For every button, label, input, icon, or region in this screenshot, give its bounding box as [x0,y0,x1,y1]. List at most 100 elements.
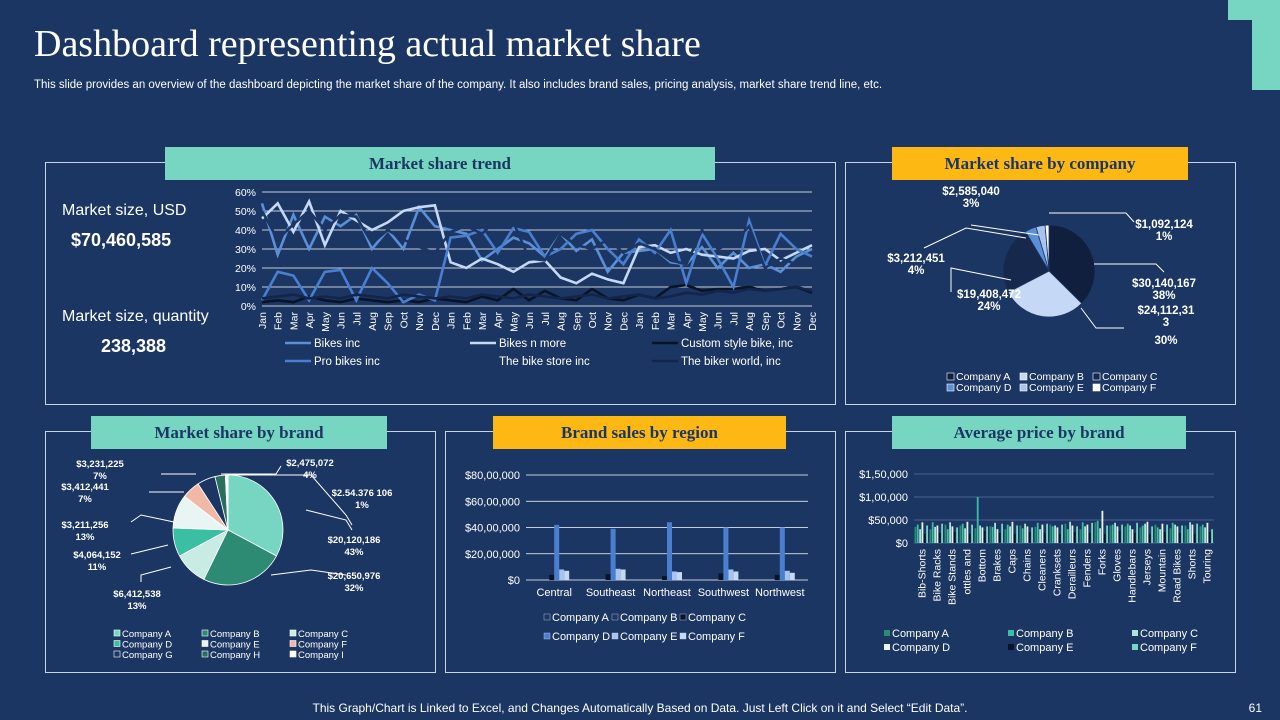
legend-label: Company B [1029,371,1084,383]
x-tick-label: Aug [744,312,756,331]
brand-sales-by-region-title: Brand sales by region [493,416,786,449]
x-tick-label: Oct [587,312,599,328]
bar [1131,529,1134,543]
bar [733,571,739,580]
data-label: 43% [344,547,364,558]
legend-swatch [289,640,297,647]
bar [951,526,954,543]
legend-label: Company E [1029,382,1084,394]
x-tick-label: Mar [666,312,678,331]
bar [1148,533,1151,543]
bar [620,569,626,580]
x-tick-label: Nov [603,311,615,330]
legend-swatch [113,629,121,637]
y-tick-label: $80,00,000 [465,470,520,482]
legend-swatch [289,629,297,637]
data-label: $2.54.376 106 [332,488,393,499]
x-tick-label: Jerseys [1142,549,1154,585]
bar [976,497,979,543]
bar [1124,526,1127,543]
bar [1024,523,1026,543]
legend-label: Company B [620,612,677,624]
leader-line [1094,263,1165,273]
bar [1016,525,1018,543]
x-tick-label: Derailleurs [1067,549,1079,599]
legend-label: Company E [1016,642,1073,654]
bar [1004,529,1007,543]
data-label: $19,408,472 [957,289,1021,301]
legend-label: Company E [210,640,260,651]
bar [941,523,943,543]
bar [554,524,560,580]
legend-swatch [611,632,619,640]
bar [1011,521,1014,543]
bar [718,573,724,580]
market-size-usd-label: Market size, USD [62,202,187,219]
bar [914,526,917,543]
series-line [261,283,813,304]
pie-slice [1048,224,1096,304]
x-tick-label: Apr [304,312,316,329]
legend-swatch [201,640,209,647]
bar [1073,532,1076,543]
bar [1049,524,1052,543]
x-tick-label: Bottom [977,549,989,583]
bar [1106,525,1108,543]
y-tick-label: $1,00,000 [859,492,908,504]
bar [1013,533,1016,543]
x-tick-label: Mar [288,312,300,331]
legend-label: Company A [956,371,1010,383]
bar [1079,529,1082,543]
bar [1069,521,1071,543]
bar [934,526,936,543]
legend-swatch [679,613,687,621]
x-tick-label: May [508,311,520,332]
x-tick-label: Northwest [755,587,805,599]
x-tick-label: Forks [1097,549,1109,575]
legend-swatch [289,650,297,658]
legend-label: Company H [210,650,260,661]
data-label: $4,064,152 [73,550,121,561]
market-size-quantity-value: 238,388 [101,336,167,356]
x-tick-label: Bike Racks [932,549,944,602]
bar [1141,525,1144,543]
x-tick-label: Cleaners [1037,549,1049,591]
y-tick-label: 40% [235,225,256,237]
data-label: $20,120,186 [328,535,381,546]
bar [1039,529,1041,543]
data-label: 11% [88,562,107,573]
bar [1051,526,1054,543]
brand-sales-by-region-chart: $0 $20,00,000 $40,00,000 $60,00,000 $80,00,0… [465,470,808,643]
legend-swatch [113,650,121,658]
legend-label: Company D [122,640,172,651]
bar [994,522,996,543]
bar [1176,526,1179,543]
legend-swatch [679,632,687,640]
legend-label: Company A [552,612,610,624]
bar [1144,523,1146,543]
bar [1114,522,1116,543]
pie-slice [1044,224,1050,272]
legend-swatch [1008,630,1014,636]
pie-slice [224,474,229,531]
x-tick-label: Nov [414,311,426,330]
bar [1094,522,1097,543]
bar [991,526,994,543]
bar [615,568,621,580]
series-line [261,285,813,300]
legend-swatch [543,632,551,640]
data-label: 30% [1154,335,1177,347]
bar [961,523,964,543]
bar [549,574,555,581]
bar [964,528,966,543]
bar [1208,532,1211,543]
corner-decoration [1228,0,1280,90]
bar [953,532,956,543]
x-tick-label: Southeast [586,587,636,599]
bar [1056,527,1059,543]
bar [1129,525,1131,543]
legend-swatch [946,372,955,381]
y-tick-label: $50,000 [868,515,908,527]
x-tick-label: Sep [760,312,772,331]
market-share-trend-title: Market share trend [165,147,715,180]
